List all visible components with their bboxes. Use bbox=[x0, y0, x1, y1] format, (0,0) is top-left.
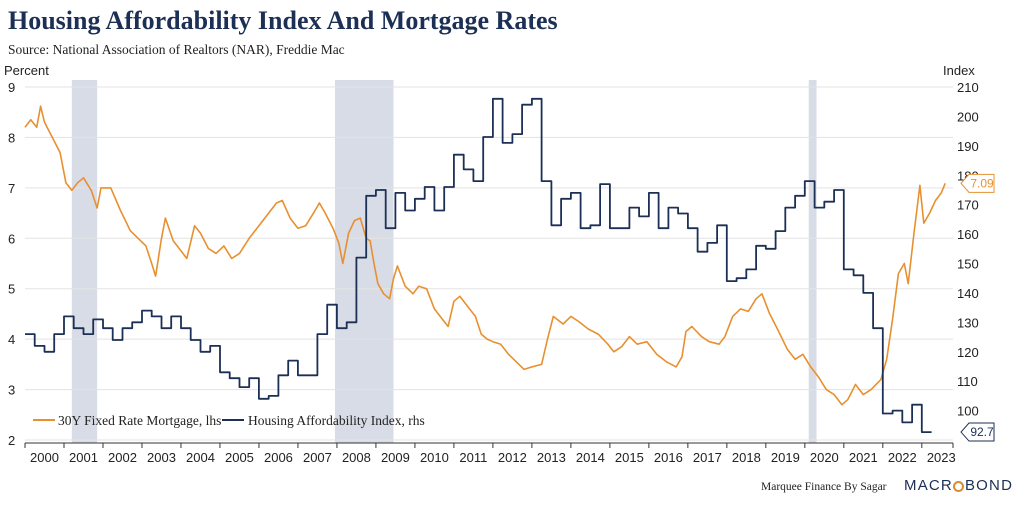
right-tick-label: 150 bbox=[957, 257, 979, 272]
affordability-callout-shape bbox=[960, 422, 995, 442]
axes: Percent Index 2 3 4 5 6 7 8 9 100 110 120 130 140 150… bbox=[4, 63, 979, 465]
x-tick-label: 2022 bbox=[888, 450, 917, 465]
right-tick-label: 160 bbox=[957, 227, 979, 242]
mortgage-callout-shape bbox=[960, 173, 995, 193]
x-tick-label: 2018 bbox=[732, 450, 761, 465]
x-tick-label: 2017 bbox=[693, 450, 722, 465]
macrobond-logo: MACR BOND bbox=[904, 477, 1012, 494]
left-tick-label: 3 bbox=[8, 383, 15, 398]
left-tick-label: 2 bbox=[8, 433, 15, 448]
recession-band-1 bbox=[334, 80, 394, 443]
last-value-callouts: 7.09 92.7 bbox=[960, 173, 995, 442]
logo-ring-icon bbox=[953, 481, 965, 492]
legend-label-affordability: Housing Affordability Index, rhs bbox=[248, 413, 425, 428]
recession-band-2 bbox=[808, 80, 817, 443]
x-tick-label: 2015 bbox=[615, 450, 644, 465]
x-tick-label: 2002 bbox=[108, 450, 137, 465]
x-tick-label: 2000 bbox=[30, 450, 59, 465]
logo-text-left: MACR bbox=[904, 477, 953, 494]
left-tick-label: 5 bbox=[8, 282, 15, 297]
right-tick-label: 120 bbox=[957, 345, 979, 360]
x-tick-label: 2010 bbox=[420, 450, 449, 465]
logo-text-right: BOND bbox=[964, 477, 1012, 494]
right-tick-label: 200 bbox=[957, 109, 979, 124]
affordability-index-line bbox=[25, 97, 932, 433]
mortgage-last-value: 7.09 bbox=[970, 176, 994, 190]
x-tick-label: 2013 bbox=[537, 450, 566, 465]
left-axis-label: Percent bbox=[4, 63, 49, 78]
x-tick-label: 2020 bbox=[810, 450, 839, 465]
series-lines bbox=[24, 97, 946, 433]
recession-shading-group bbox=[71, 80, 817, 443]
affordability-last-value-callout: 92.7 bbox=[960, 422, 995, 442]
x-tick-label: 2004 bbox=[186, 450, 215, 465]
right-tick-label: 170 bbox=[957, 198, 979, 213]
left-tick-label: 6 bbox=[8, 231, 15, 246]
x-tick-label: 2014 bbox=[576, 450, 605, 465]
x-tick-label: 2019 bbox=[771, 450, 800, 465]
x-tick-label: 2003 bbox=[147, 450, 176, 465]
x-tick-label: 2009 bbox=[381, 450, 410, 465]
x-tick-label: 2021 bbox=[849, 450, 878, 465]
x-tick-label: 2012 bbox=[498, 450, 527, 465]
x-tick-label: 2007 bbox=[303, 450, 332, 465]
legend-label-mortgage: 30Y Fixed Rate Mortgage, lhs bbox=[58, 413, 221, 428]
affordability-last-value: 92.7 bbox=[970, 425, 994, 439]
left-tick-label: 9 bbox=[8, 80, 15, 95]
chart-title: Housing Affordability Index And Mortgage… bbox=[8, 6, 558, 35]
right-tick-label: 190 bbox=[957, 139, 979, 154]
x-tick-label: 2008 bbox=[342, 450, 371, 465]
left-tick-label: 4 bbox=[8, 332, 15, 347]
x-tick-label: 2001 bbox=[69, 450, 98, 465]
chart-subtitle: Source: National Association of Realtors… bbox=[8, 42, 345, 57]
left-tick-label: 8 bbox=[8, 130, 15, 145]
right-tick-label: 210 bbox=[957, 80, 979, 95]
x-tick-label: 2006 bbox=[264, 450, 293, 465]
footer-credit: Marquee Finance By Sagar bbox=[761, 481, 887, 493]
x-tick-label: 2011 bbox=[459, 450, 487, 465]
mortgage-last-value-callout: 7.09 bbox=[960, 173, 995, 193]
x-tick-label: 2005 bbox=[225, 450, 254, 465]
recession-band-0 bbox=[71, 80, 98, 443]
x-tick-label: 2016 bbox=[654, 450, 683, 465]
mortgage-rate-line bbox=[24, 105, 946, 406]
right-tick-label: 110 bbox=[957, 374, 978, 389]
legend: 30Y Fixed Rate Mortgage, lhs Housing Aff… bbox=[33, 413, 425, 428]
right-tick-label: 100 bbox=[957, 404, 979, 419]
x-tick-label: 2023 bbox=[927, 450, 956, 465]
left-tick-label: 7 bbox=[8, 181, 15, 196]
right-tick-label: 130 bbox=[957, 315, 979, 330]
right-tick-label: 140 bbox=[957, 286, 979, 301]
right-axis-label: Index bbox=[943, 63, 975, 78]
